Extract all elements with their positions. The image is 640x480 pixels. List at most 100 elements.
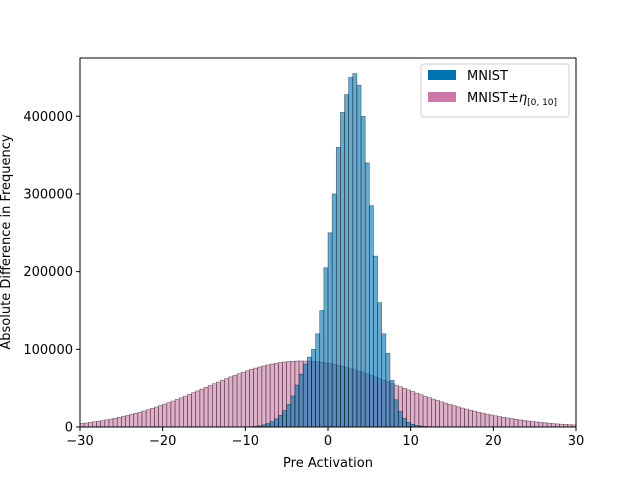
legend-label-mnist-noise: MNIST±η[0, 10] bbox=[467, 91, 557, 108]
bar-mnist-17 bbox=[315, 333, 321, 428]
y-axis-ticks: 0 100000 200000 300000 400000 bbox=[23, 110, 80, 436]
bar-mnist-noise-98 bbox=[484, 413, 490, 428]
bar-mnist-27 bbox=[356, 84, 362, 428]
bar-mnist-13 bbox=[298, 373, 304, 428]
x-tick-label: 0 bbox=[324, 434, 332, 449]
bar-mnist-19 bbox=[323, 267, 329, 428]
bar-mnist-noise-43 bbox=[257, 366, 263, 428]
y-tick-label: 200000 bbox=[23, 265, 73, 280]
bar-mnist-37 bbox=[397, 411, 403, 428]
x-axis-label: Pre Activation bbox=[283, 456, 373, 471]
bar-mnist-noise-39 bbox=[240, 371, 246, 428]
y-axis-label: Absolute Difference in Frequency bbox=[0, 134, 14, 350]
bar-mnist-noise-91 bbox=[455, 406, 461, 428]
bar-mnist-noise-21 bbox=[166, 402, 172, 428]
bar-mnist-noise-5 bbox=[100, 420, 106, 428]
bar-mnist-noise-104 bbox=[509, 418, 515, 428]
bar-mnist-noise-96 bbox=[476, 411, 482, 428]
legend-swatch-mnist-noise bbox=[428, 92, 456, 102]
y-tick-label: 100000 bbox=[23, 343, 73, 358]
bar-mnist-9 bbox=[282, 410, 287, 428]
bar-mnist-36 bbox=[393, 399, 399, 428]
bar-mnist-noise-84 bbox=[426, 397, 432, 428]
x-tick-label: 30 bbox=[568, 434, 585, 449]
bar-mnist-noise-32 bbox=[211, 383, 217, 428]
bar-mnist-noise-111 bbox=[538, 422, 544, 428]
bar-mnist-noise-80 bbox=[410, 391, 416, 428]
bar-mnist-noise-81 bbox=[414, 392, 420, 428]
bar-mnist-noise-45 bbox=[265, 364, 271, 428]
x-tick-label: −10 bbox=[232, 434, 259, 449]
bar-mnist-noise-88 bbox=[443, 402, 449, 428]
bar-mnist-26 bbox=[352, 73, 358, 428]
bar-mnist-noise-94 bbox=[468, 409, 473, 428]
bar-mnist-noise-14 bbox=[137, 411, 143, 428]
bar-mnist-noise-37 bbox=[232, 374, 238, 428]
bar-mnist-noise-29 bbox=[199, 388, 205, 428]
bar-mnist-noise-103 bbox=[505, 417, 511, 428]
legend-swatch-mnist bbox=[428, 70, 456, 80]
bar-mnist-noise-87 bbox=[439, 401, 445, 428]
bar-mnist-noise-23 bbox=[174, 399, 180, 428]
bar-mnist-29 bbox=[364, 162, 370, 428]
legend-label-mnist: MNIST bbox=[467, 69, 508, 84]
bar-mnist-noise-31 bbox=[207, 385, 213, 428]
bar-mnist-noise-15 bbox=[141, 410, 147, 428]
bar-mnist-noise-3 bbox=[92, 421, 97, 428]
x-tick-label: −20 bbox=[149, 434, 176, 449]
x-tick-label: −30 bbox=[66, 434, 93, 449]
legend-label-subscript: [0, 10] bbox=[527, 98, 557, 108]
bar-mnist-25 bbox=[348, 77, 354, 428]
bar-mnist-noise-112 bbox=[542, 422, 548, 428]
bar-mnist-39 bbox=[406, 422, 411, 428]
bar-mnist-noise-28 bbox=[195, 390, 201, 428]
bar-mnist-noise-107 bbox=[521, 420, 527, 428]
bar-mnist-noise-86 bbox=[435, 400, 440, 428]
bar-mnist-noise-108 bbox=[526, 420, 531, 428]
bar-mnist-10 bbox=[286, 404, 292, 428]
bar-mnist-noise-40 bbox=[245, 370, 250, 428]
bar-mnist-noise-105 bbox=[513, 419, 519, 428]
bar-mnist-noise-33 bbox=[216, 381, 221, 428]
bar-mnist-noise-100 bbox=[493, 415, 498, 428]
bar-mnist-noise-114 bbox=[550, 423, 556, 428]
bar-mnist-noise-92 bbox=[459, 407, 465, 428]
bar-mnist-11 bbox=[290, 395, 296, 428]
bar-mnist-noise-6 bbox=[104, 419, 110, 428]
bar-mnist-18 bbox=[319, 310, 325, 428]
bar-mnist-noise-1 bbox=[83, 422, 89, 428]
bar-mnist-34 bbox=[385, 352, 391, 428]
y-tick-label: 300000 bbox=[23, 187, 73, 202]
bar-mnist-20 bbox=[327, 232, 333, 428]
bar-mnist-noise-41 bbox=[249, 369, 254, 428]
bar-mnist-noise-19 bbox=[158, 405, 163, 428]
bar-mnist-noise-82 bbox=[418, 394, 424, 428]
bar-mnist-15 bbox=[307, 356, 312, 428]
bar-mnist-noise-10 bbox=[121, 416, 126, 428]
y-tick-label: 0 bbox=[65, 421, 73, 436]
bar-mnist-noise-113 bbox=[546, 422, 552, 428]
bar-mnist-noise-30 bbox=[203, 387, 209, 428]
bar-mnist-noise-34 bbox=[220, 379, 225, 428]
bar-mnist-noise-4 bbox=[96, 420, 101, 428]
bar-mnist-noise-83 bbox=[422, 395, 428, 428]
bar-mnist-noise-7 bbox=[108, 418, 114, 428]
legend-label-main: MNIST± bbox=[467, 91, 519, 106]
bar-mnist-noise-89 bbox=[447, 404, 453, 428]
bar-mnist-noise-46 bbox=[269, 363, 275, 428]
bar-mnist-16 bbox=[311, 349, 316, 428]
bar-mnist-6 bbox=[269, 421, 275, 428]
bar-mnist-noise-25 bbox=[183, 395, 188, 428]
bar-mnist-14 bbox=[302, 363, 308, 428]
bar-mnist-noise-99 bbox=[488, 414, 494, 428]
bar-mnist-32 bbox=[377, 302, 383, 428]
bar-mnist-noise-42 bbox=[253, 367, 259, 428]
x-axis-ticks: −30 −20 −10 0 10 20 30 bbox=[66, 427, 584, 449]
bar-mnist-30 bbox=[369, 205, 374, 428]
bar-mnist-21 bbox=[331, 193, 337, 428]
bar-mnist-noise-20 bbox=[162, 403, 168, 428]
x-tick-label: 10 bbox=[402, 434, 419, 449]
bar-mnist-8 bbox=[278, 415, 283, 428]
bar-mnist-28 bbox=[360, 115, 366, 428]
